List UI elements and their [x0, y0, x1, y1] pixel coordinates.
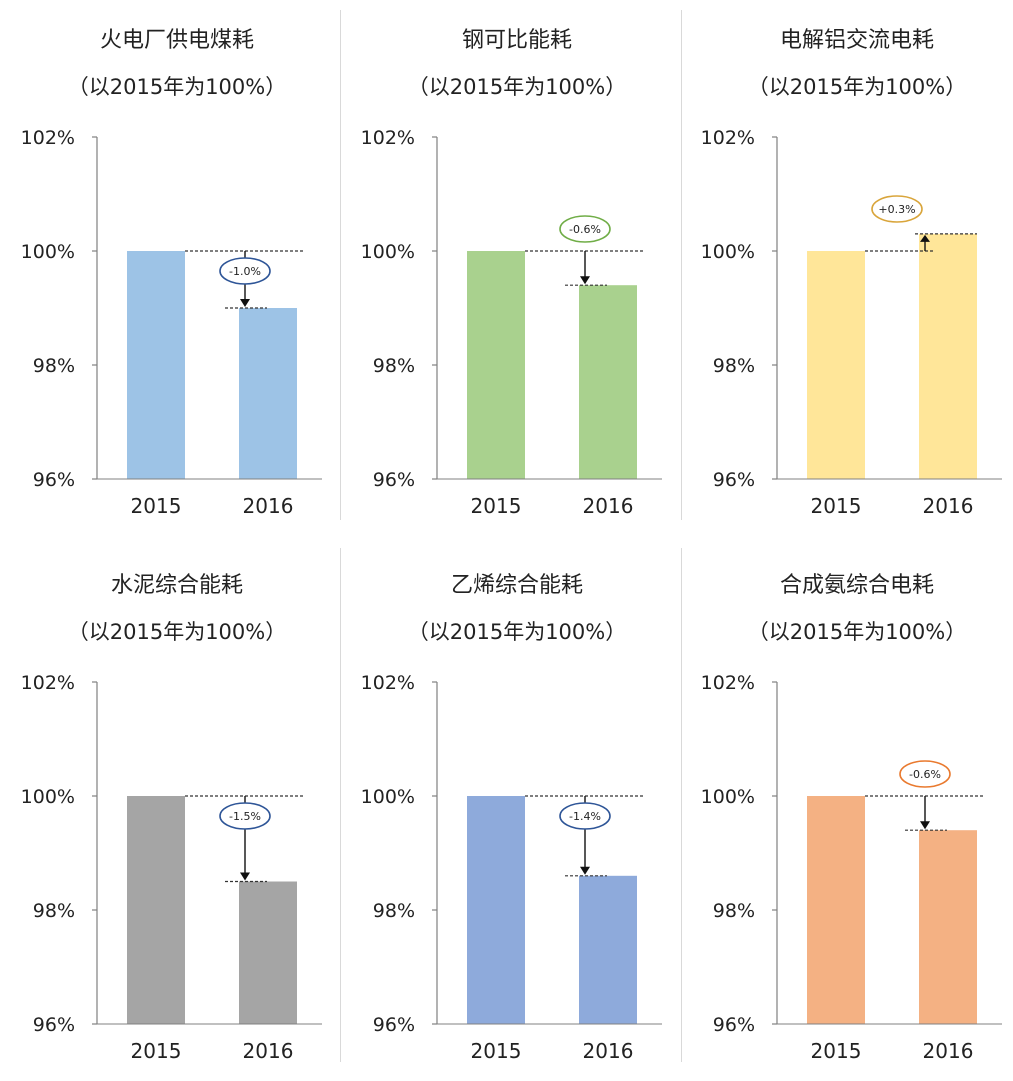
y-tick-label: 100% [21, 786, 75, 808]
chart-svg: 乙烯综合能耗 （以2015年为100%） 102% 100% 98% 96% 2015 201… [342, 547, 679, 1081]
x-tick-label: 2016 [583, 1039, 634, 1063]
chart-title: 钢可比能耗 [462, 28, 572, 53]
bar-2016 [579, 285, 637, 479]
x-tick-label: 2016 [243, 1039, 294, 1063]
chart-subtitle: （以2015年为100%） [408, 620, 626, 644]
y-tick-label: 98% [373, 355, 415, 377]
bar-2016 [579, 876, 637, 1024]
chart-title: 乙烯综合能耗 [451, 573, 583, 598]
x-tick-label: 2016 [923, 494, 974, 518]
x-tick-label: 2016 [243, 494, 294, 518]
x-tick-label: 2015 [131, 494, 182, 518]
x-tick-label: 2015 [811, 494, 862, 518]
panel-divider [681, 10, 682, 520]
change-label: -1.5% [229, 810, 261, 823]
panel-divider [340, 10, 341, 520]
x-tick-label: 2015 [811, 1039, 862, 1063]
chart-panel: 火电厂供电煤耗 （以2015年为100%） 102% 100% 98% 96% 2015 20… [2, 2, 339, 536]
y-tick-label: 96% [373, 469, 415, 491]
bar-2016 [239, 308, 297, 479]
chart-subtitle: （以2015年为100%） [408, 75, 626, 99]
change-arrow-head [580, 867, 590, 875]
y-tick-label: 102% [701, 672, 755, 694]
y-tick-label: 100% [361, 241, 415, 263]
bar-2016 [919, 830, 977, 1024]
bar-2015 [127, 251, 185, 479]
y-tick-label: 100% [21, 241, 75, 263]
chart-svg: 火电厂供电煤耗 （以2015年为100%） 102% 100% 98% 96% 2015 20… [2, 2, 339, 536]
chart-subtitle: （以2015年为100%） [748, 75, 966, 99]
bar-2015 [127, 796, 185, 1024]
chart-title: 合成氨综合电耗 [780, 573, 934, 598]
x-tick-label: 2015 [131, 1039, 182, 1063]
chart-title: 火电厂供电煤耗 [100, 28, 254, 53]
x-tick-label: 2016 [583, 494, 634, 518]
y-tick-label: 102% [21, 127, 75, 149]
y-tick-label: 100% [361, 786, 415, 808]
y-tick-label: 102% [701, 127, 755, 149]
chart-svg: 合成氨综合电耗 （以2015年为100%） 102% 100% 98% 96% 2015 20… [682, 547, 1013, 1081]
x-tick-label: 2015 [471, 1039, 522, 1063]
chart-svg: 电解铝交流电耗 （以2015年为100%） 102% 100% 98% 96% 2015 20… [682, 2, 1013, 536]
x-tick-label: 2015 [471, 494, 522, 518]
change-arrow-head [580, 276, 590, 284]
chart-panel: 水泥综合能耗 （以2015年为100%） 102% 100% 98% 96% 2015 201… [2, 547, 339, 1081]
y-tick-label: 98% [373, 900, 415, 922]
y-tick-label: 98% [33, 355, 75, 377]
chart-svg: 钢可比能耗 （以2015年为100%） 102% 100% 98% 96% 2015 2016… [342, 2, 679, 536]
y-tick-label: 96% [713, 1014, 755, 1036]
y-tick-label: 100% [701, 241, 755, 263]
change-arrow-head [240, 873, 250, 881]
y-tick-label: 100% [701, 786, 755, 808]
chart-title: 电解铝交流电耗 [780, 28, 934, 53]
y-tick-label: 102% [361, 672, 415, 694]
y-tick-label: 98% [713, 900, 755, 922]
bar-2015 [467, 251, 525, 479]
y-tick-label: 96% [713, 469, 755, 491]
change-label: +0.3% [878, 203, 915, 216]
bar-2015 [467, 796, 525, 1024]
change-label: -0.6% [909, 768, 941, 781]
bar-2015 [807, 251, 865, 479]
change-arrow-head [240, 299, 250, 307]
y-tick-label: 98% [33, 900, 75, 922]
change-label: -1.4% [569, 810, 601, 823]
y-tick-label: 102% [21, 672, 75, 694]
change-label: -1.0% [229, 265, 261, 278]
y-tick-label: 96% [373, 1014, 415, 1036]
chart-panel: 乙烯综合能耗 （以2015年为100%） 102% 100% 98% 96% 2015 201… [342, 547, 679, 1081]
y-tick-label: 102% [361, 127, 415, 149]
chart-panel: 钢可比能耗 （以2015年为100%） 102% 100% 98% 96% 2015 2016… [342, 2, 679, 536]
panel-divider [681, 548, 682, 1062]
bar-2015 [807, 796, 865, 1024]
chart-subtitle: （以2015年为100%） [68, 620, 286, 644]
x-tick-label: 2016 [923, 1039, 974, 1063]
bar-2016 [919, 234, 977, 479]
change-arrow-head [920, 821, 930, 829]
chart-svg: 水泥综合能耗 （以2015年为100%） 102% 100% 98% 96% 2015 201… [2, 547, 339, 1081]
chart-subtitle: （以2015年为100%） [748, 620, 966, 644]
chart-panel: 合成氨综合电耗 （以2015年为100%） 102% 100% 98% 96% 2015 20… [682, 547, 1013, 1081]
y-tick-label: 98% [713, 355, 755, 377]
chart-subtitle: （以2015年为100%） [68, 75, 286, 99]
panel-divider [340, 548, 341, 1062]
chart-title: 水泥综合能耗 [111, 573, 243, 598]
bar-2016 [239, 882, 297, 1025]
y-tick-label: 96% [33, 1014, 75, 1036]
y-tick-label: 96% [33, 469, 75, 491]
chart-panel: 电解铝交流电耗 （以2015年为100%） 102% 100% 98% 96% 2015 20… [682, 2, 1013, 536]
change-label: -0.6% [569, 223, 601, 236]
